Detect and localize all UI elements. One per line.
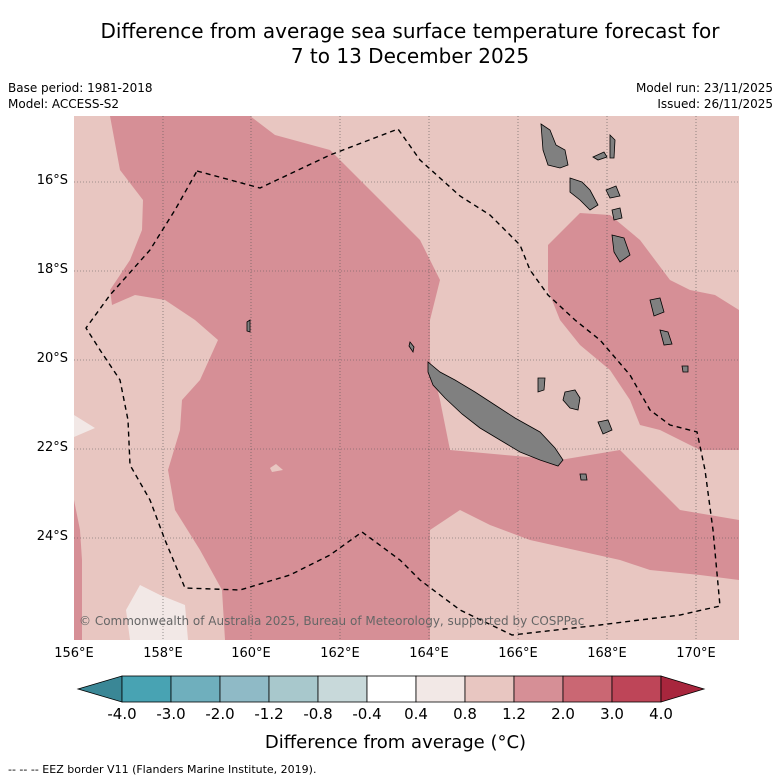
y-tick-label: 24°S: [36, 529, 68, 544]
land-efate: [611, 234, 631, 263]
y-tick-label: 22°S: [36, 440, 68, 455]
colorbar-extend-low: [76, 675, 123, 703]
colorbar-tick-label: -2.0: [205, 705, 235, 723]
colorbar-segment: [170, 675, 221, 703]
x-tick-label: 156°E: [54, 646, 94, 661]
x-tick-label: 162°E: [320, 646, 360, 661]
colorbar-segment: [219, 675, 270, 703]
meta-left: Base period: 1981-2018 Model: ACCESS-S2: [8, 80, 153, 112]
eez-legend: -- -- -- EEZ border V11 (Flanders Marine…: [8, 763, 317, 776]
colorbar-tick-label: -4.0: [107, 705, 137, 723]
x-tick-label: 166°E: [498, 646, 538, 661]
colorbar-tick-label: 1.2: [502, 705, 526, 723]
model-name: Model: ACCESS-S2: [8, 97, 120, 111]
colorbar: [76, 675, 706, 703]
land-ouvea: [537, 377, 546, 393]
base-period: Base period: 1981-2018: [8, 81, 153, 95]
land-ambrym: [592, 151, 608, 161]
colorbar-tick-label: -0.4: [352, 705, 382, 723]
land-lifou: [562, 389, 581, 411]
land-isle-of-pines: [579, 473, 588, 481]
land-tanna: [659, 329, 673, 346]
land-erromango: [649, 297, 665, 317]
colorbar-segment: [611, 675, 662, 703]
anomaly-patch-small: [270, 464, 283, 472]
y-tick-label: 18°S: [36, 262, 68, 277]
land-chesterfield: [246, 319, 251, 333]
x-tick-label: 158°E: [143, 646, 183, 661]
land-aneityum: [681, 365, 689, 373]
colorbar-segment: [121, 675, 172, 703]
y-tick-label: 16°S: [36, 173, 68, 188]
anomaly-patch-southwest: [126, 585, 188, 640]
land-shepherd: [611, 207, 623, 221]
colorbar-segment: [268, 675, 319, 703]
land-pentecost: [609, 134, 616, 159]
land-espiritu-santo: [540, 123, 569, 169]
colorbar-extend-high: [660, 675, 706, 703]
colorbar-tick-label: 2.0: [551, 705, 575, 723]
colorbar-tick-label: -0.8: [303, 705, 333, 723]
colorbar-tick-label: 3.0: [600, 705, 624, 723]
colorbar-segment: [562, 675, 613, 703]
eez-border: [85, 128, 721, 636]
model-run: Model run: 23/11/2025: [635, 81, 773, 95]
x-tick-label: 160°E: [231, 646, 271, 661]
land-mare: [597, 419, 613, 435]
colorbar-tick-label: 0.4: [404, 705, 428, 723]
colorbar-tick-label: -1.2: [254, 705, 284, 723]
copyright-notice: © Commonwealth of Australia 2025, Bureau…: [79, 614, 585, 628]
colorbar-segment: [464, 675, 515, 703]
land-new-caledonia: [427, 361, 564, 467]
anomaly-region-west: [110, 116, 739, 640]
colorbar-tick-label: 0.8: [453, 705, 477, 723]
colorbar-segment: [513, 675, 564, 703]
land-masses: [246, 123, 689, 481]
x-tick-label: 170°E: [676, 646, 716, 661]
land-malakula: [569, 177, 599, 211]
colorbar-title: Difference from average (°C): [264, 732, 527, 753]
anomaly-region-southwest: [74, 500, 82, 640]
y-tick-label: 20°S: [36, 351, 68, 366]
land-belep: [408, 341, 415, 354]
anomaly-patch-west: [74, 415, 95, 437]
colorbar-segment: [317, 675, 368, 703]
colorbar-segment: [415, 675, 466, 703]
colorbar-tick-label: -3.0: [156, 705, 186, 723]
chart-title: Difference from average sea surface temp…: [40, 19, 780, 69]
grid-lines: [74, 116, 739, 640]
meta-right: Model run: 23/11/2025 Issued: 26/11/2025: [636, 80, 773, 112]
colorbar-tick-label: 4.0: [649, 705, 673, 723]
anomaly-region-east: [548, 213, 739, 450]
issued-date: Issued: 26/11/2025: [657, 97, 773, 111]
land-epi: [605, 185, 621, 199]
x-tick-label: 164°E: [409, 646, 449, 661]
title-line-1: Difference from average sea surface temp…: [100, 19, 720, 43]
colorbar-segment: [366, 675, 417, 703]
title-line-2: 7 to 13 December 2025: [290, 44, 530, 68]
x-tick-label: 168°E: [587, 646, 627, 661]
